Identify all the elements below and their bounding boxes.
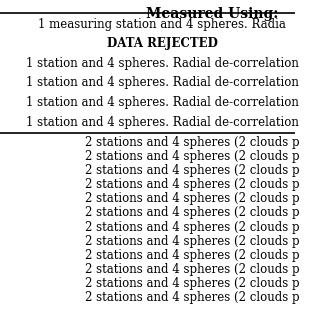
Text: Measured Using:: Measured Using: (146, 7, 279, 21)
Text: 2 stations and 4 spheres (2 clouds p: 2 stations and 4 spheres (2 clouds p (84, 206, 299, 220)
Text: 2 stations and 4 spheres (2 clouds p: 2 stations and 4 spheres (2 clouds p (84, 220, 299, 234)
Text: 2 stations and 4 spheres (2 clouds p: 2 stations and 4 spheres (2 clouds p (84, 164, 299, 177)
Text: 2 stations and 4 spheres (2 clouds p: 2 stations and 4 spheres (2 clouds p (84, 235, 299, 248)
Text: 2 stations and 4 spheres (2 clouds p: 2 stations and 4 spheres (2 clouds p (84, 291, 299, 304)
Text: 2 stations and 4 spheres (2 clouds p: 2 stations and 4 spheres (2 clouds p (84, 150, 299, 163)
Text: 1 measuring station and 4 spheres. Radia: 1 measuring station and 4 spheres. Radia (38, 18, 286, 30)
Text: 1 station and 4 spheres. Radial de-correlation: 1 station and 4 spheres. Radial de-corre… (26, 96, 299, 109)
Text: 2 stations and 4 spheres (2 clouds p: 2 stations and 4 spheres (2 clouds p (84, 192, 299, 205)
Text: DATA REJECTED: DATA REJECTED (107, 37, 218, 50)
Text: 2 stations and 4 spheres (2 clouds p: 2 stations and 4 spheres (2 clouds p (84, 263, 299, 276)
Text: 1 station and 4 spheres. Radial de-correlation: 1 station and 4 spheres. Radial de-corre… (26, 116, 299, 129)
Text: 1 station and 4 spheres. Radial de-correlation: 1 station and 4 spheres. Radial de-corre… (26, 57, 299, 70)
Text: 2 stations and 4 spheres (2 clouds p: 2 stations and 4 spheres (2 clouds p (84, 249, 299, 261)
Text: 2 stations and 4 spheres (2 clouds p: 2 stations and 4 spheres (2 clouds p (84, 178, 299, 191)
Text: 2 stations and 4 spheres (2 clouds p: 2 stations and 4 spheres (2 clouds p (84, 277, 299, 290)
Text: 2 stations and 4 spheres (2 clouds p: 2 stations and 4 spheres (2 clouds p (84, 136, 299, 149)
Text: 1 station and 4 spheres. Radial de-correlation: 1 station and 4 spheres. Radial de-corre… (26, 76, 299, 89)
